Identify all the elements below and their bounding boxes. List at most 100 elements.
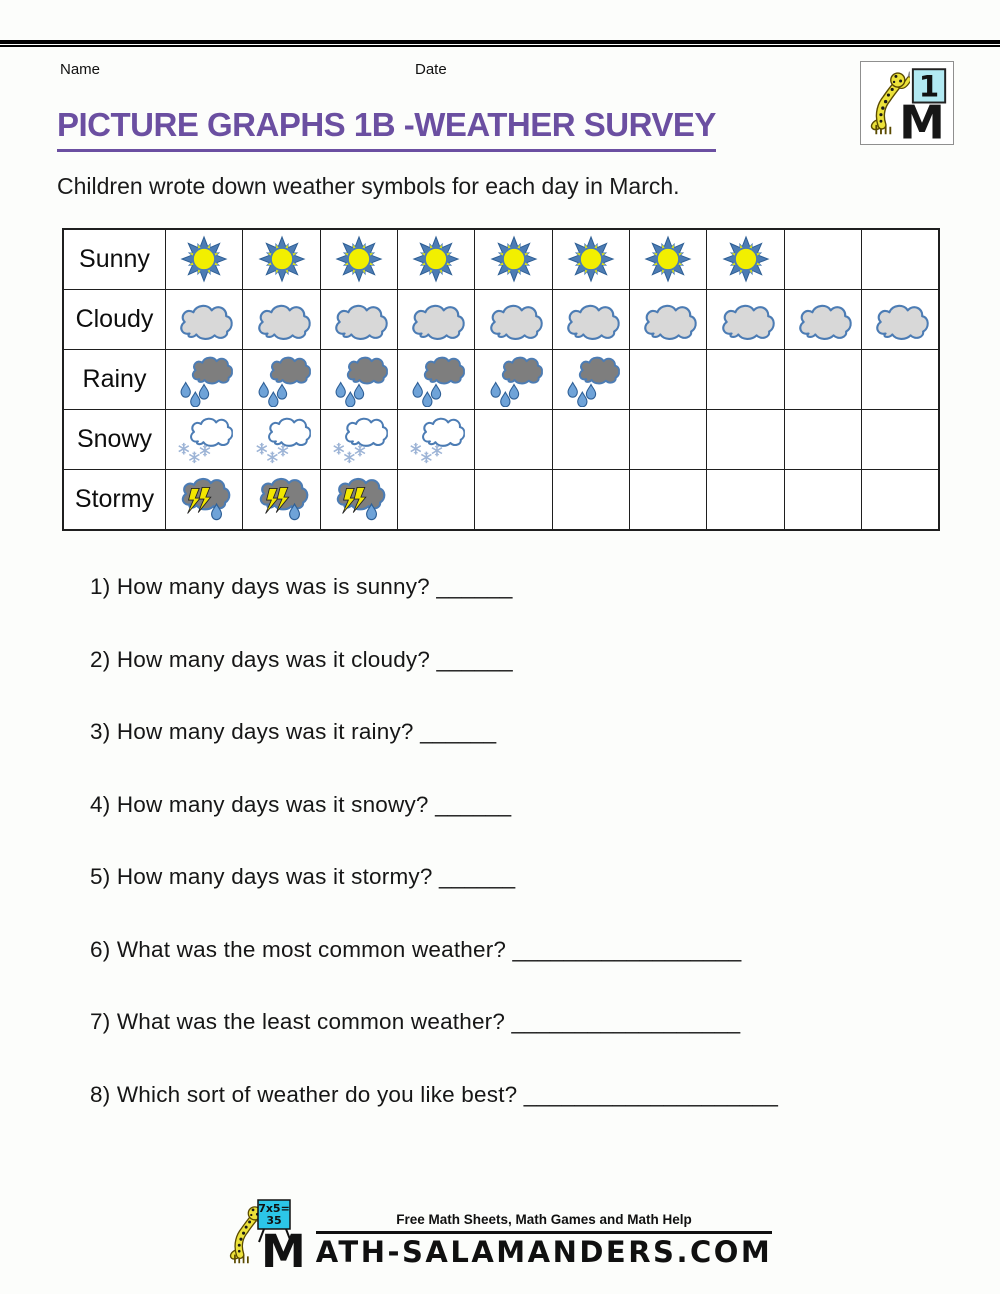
pictograph-cell: [474, 409, 553, 470]
pictograph-cell: [861, 409, 940, 470]
cloud-icon: [562, 294, 620, 347]
math-board: [256, 1199, 291, 1230]
sun-icon: [639, 234, 697, 287]
sun-icon: [485, 234, 543, 287]
pictograph-cell: [319, 349, 399, 410]
header-logo: M 1: [860, 61, 954, 145]
question-2: 2) How many days was it cloudy? ______: [90, 646, 513, 672]
snow-icon: [175, 414, 233, 467]
pictograph-cell: [397, 228, 476, 290]
cloud-icon: [485, 294, 543, 347]
snow-icon: [253, 414, 311, 467]
pictograph-cell: [319, 409, 399, 470]
top-border-rule: [0, 40, 1000, 47]
pictograph-cell: [551, 469, 631, 531]
pictograph-cell: [164, 228, 244, 290]
question-4: 4) How many days was it snowy? ______: [90, 791, 512, 817]
pictograph-table: Sunny Cloudy Rainy Snowy Stormy: [62, 228, 940, 531]
math-board-line2: 35: [266, 1214, 281, 1227]
pictograph-cell: [397, 469, 476, 531]
pictograph-cell: [164, 409, 244, 470]
rain-icon: [485, 354, 543, 407]
footer: M 7x5= 35 Free Math Sheets, Math Games a…: [0, 1199, 1000, 1269]
footer-tagline: Free Math Sheets, Math Games and Math He…: [396, 1212, 692, 1227]
rain-icon: [562, 354, 620, 407]
pictograph-cell: [474, 289, 553, 350]
pictograph-cell: [319, 469, 399, 531]
pictograph-cell: [861, 349, 940, 410]
pictograph-cell: [551, 409, 631, 470]
pictograph-cell: [783, 349, 863, 410]
pictograph-cell: [551, 349, 631, 410]
pictograph-cell: [319, 228, 399, 290]
pictograph-cell: [164, 289, 244, 350]
cloud-icon: [175, 294, 233, 347]
pictograph-cell: [629, 469, 708, 531]
footer-text-block: Free Math Sheets, Math Games and Math He…: [315, 1212, 773, 1269]
easel-legs: [257, 1228, 292, 1243]
date-label: Date: [415, 61, 447, 78]
footer-logo: M 7x5= 35: [228, 1199, 306, 1269]
pictograph-cell: [242, 349, 321, 410]
question-3: 3) How many days was it rainy? ______: [90, 719, 497, 744]
cloud-icon: [253, 294, 311, 347]
pictograph-cell: [861, 228, 940, 290]
rain-icon: [253, 354, 311, 407]
rain-icon: [175, 354, 233, 407]
sun-icon: [562, 234, 620, 287]
pictograph-cell: [706, 409, 785, 470]
pictograph-cell: [783, 289, 863, 350]
pictograph-cell: [551, 289, 631, 350]
pictograph-cell: [164, 469, 244, 531]
pictograph-cell: [629, 228, 708, 290]
intro-text: Children wrote down weather symbols for …: [57, 173, 680, 199]
question-8: 8) Which sort of weather do you like bes…: [90, 1081, 779, 1107]
row-label: Cloudy: [62, 289, 166, 350]
rain-icon: [407, 354, 465, 407]
question-5: 5) How many days was it stormy? ______: [90, 864, 516, 889]
pictograph-cell: [319, 289, 399, 350]
storm-icon: [330, 474, 388, 527]
row-label: Snowy: [62, 409, 166, 470]
footer-rule: [315, 1231, 773, 1234]
pictograph-cell: [629, 349, 708, 410]
pictograph-cell: [861, 289, 940, 350]
cloud-icon: [639, 294, 697, 347]
sun-icon: [717, 234, 775, 287]
pictograph-cell: [706, 289, 785, 350]
pictograph-cell: [397, 289, 476, 350]
pictograph-cell: [861, 469, 940, 531]
pictograph-table-body: Sunny Cloudy Rainy Snowy Stormy: [62, 228, 940, 531]
rain-icon: [330, 354, 388, 407]
pictograph-cell: [397, 409, 476, 470]
pictograph-cell: [397, 349, 476, 410]
table-row: Sunny: [62, 228, 940, 290]
sun-icon: [175, 234, 233, 287]
pictograph-cell: [783, 409, 863, 470]
row-label: Rainy: [62, 349, 166, 410]
name-label: Name: [60, 61, 101, 78]
pictograph-cell: [242, 289, 321, 350]
pictograph-cell: [551, 228, 631, 290]
question-6: 6) What was the most common weather? ___…: [90, 936, 742, 962]
pictograph-cell: [706, 469, 785, 531]
row-label: Sunny: [62, 228, 166, 290]
questions-list: 1) How many days was is sunny? ______ 2)…: [90, 574, 778, 1154]
snow-icon: [330, 414, 388, 467]
pictograph-cell: [783, 469, 863, 531]
grade-badge-box: [911, 68, 947, 104]
logo-m-letter: M: [261, 1225, 306, 1269]
row-label: Stormy: [62, 469, 166, 531]
pictograph-cell: [474, 349, 553, 410]
footer-site-name: ATH-SALAMANDERS.COM: [315, 1235, 773, 1269]
storm-icon: [253, 474, 311, 527]
pictograph-cell: [164, 349, 244, 410]
table-row: Cloudy: [62, 289, 940, 350]
grade-badge: 1: [919, 70, 939, 104]
page-title: PICTURE GRAPHS 1B -WEATHER SURVEY: [57, 106, 716, 152]
pictograph-cell: [242, 409, 321, 470]
pictograph-cell: [783, 228, 863, 290]
sun-icon: [407, 234, 465, 287]
pictograph-cell: [629, 409, 708, 470]
pictograph-cell: [706, 349, 785, 410]
